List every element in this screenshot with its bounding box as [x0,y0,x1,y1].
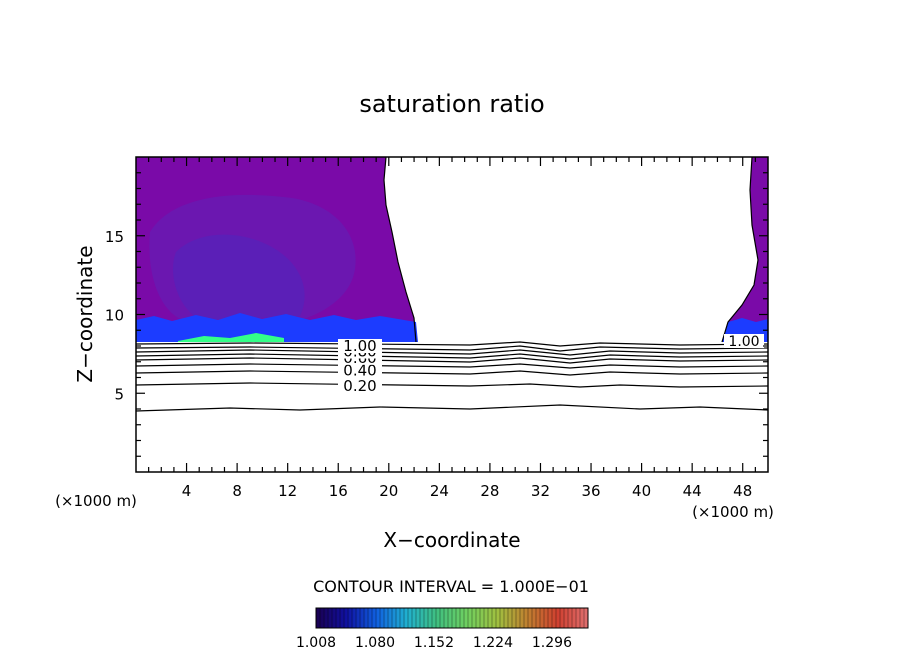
contour-line-3 [135,349,769,356]
x-axis-ticks [148,157,756,472]
y-axis-label: Z−coordinate [73,245,97,382]
contour-lines [135,156,769,412]
saturation-band-left-green [178,333,284,342]
contour-line-saturation-edge [383,156,417,343]
plot-area: 0.200.400.600.801.00 1.00 [135,156,769,412]
contour-labels: 0.200.400.600.801.00 [338,337,382,395]
x-tick-label: 36 [581,482,600,500]
x-tick-label: 16 [329,482,348,500]
svg-text:0.40: 0.40 [343,361,376,379]
x-tick-label: 12 [278,482,297,500]
y-tick-label: 10 [105,307,124,325]
colorbar-stripes [319,608,585,628]
contour-line-4 [135,353,769,360]
y-axis-ticks [136,172,768,457]
x-tick-label: 4 [182,482,192,500]
colorbar-tick-label: 1.008 [296,635,336,651]
x-tick-label: 28 [480,482,499,500]
contour-line-7 [135,370,769,376]
contour-label: 0.40 [338,361,382,379]
x-tick-label: 32 [531,482,550,500]
x-tick-label: 20 [379,482,398,500]
colorbar-tick-label: 1.080 [355,635,395,651]
x-tick-label: 48 [733,482,752,500]
contour-label-right: 1.00 [728,334,759,350]
x-axis-label: X−coordinate [383,528,520,552]
x-tick-label: 8 [232,482,242,500]
svg-text:0.20: 0.20 [343,377,376,395]
contour-interval-text: CONTOUR INTERVAL = 1.000E−01 [313,577,589,596]
contour-label: 1.00 [338,337,382,355]
chart-title: saturation ratio [359,90,544,118]
contour-line-1 [135,341,769,347]
x-tick-label: 44 [683,482,702,500]
x-unit-label-left: (×1000 m) [55,492,137,510]
x-tick-label: 24 [430,482,449,500]
saturation-region-left-core [173,234,305,320]
colorbar-tick-label: 1.224 [473,635,513,651]
x-unit-label-right: (×1000 m) [692,503,774,521]
contour-line-8 [135,382,769,388]
x-tick-label: 40 [632,482,651,500]
colorbar-tick-label: 1.152 [414,635,454,651]
saturation-region-right [722,157,768,342]
y-axis-tick-labels: 5 10 15 [105,228,124,404]
saturation-band-left [136,313,418,342]
y-tick-label: 15 [105,228,124,246]
svg-text:1.00: 1.00 [343,337,376,355]
contour-line-5 [135,357,769,364]
colorbar-tick-label: 1.296 [532,635,572,651]
x-axis-tick-labels: 4 8 12 16 20 24 28 32 36 40 44 48 [182,482,752,500]
contour-line-9 [135,404,769,412]
contour-line-6 [135,363,769,369]
contour-line-saturation-edge-right [721,156,759,343]
contour-line-2 [135,345,769,352]
colorbar-tick-labels: 1.008 1.080 1.152 1.224 1.296 [296,635,572,651]
y-tick-label: 5 [114,385,124,403]
contour-label: 0.20 [338,377,382,395]
